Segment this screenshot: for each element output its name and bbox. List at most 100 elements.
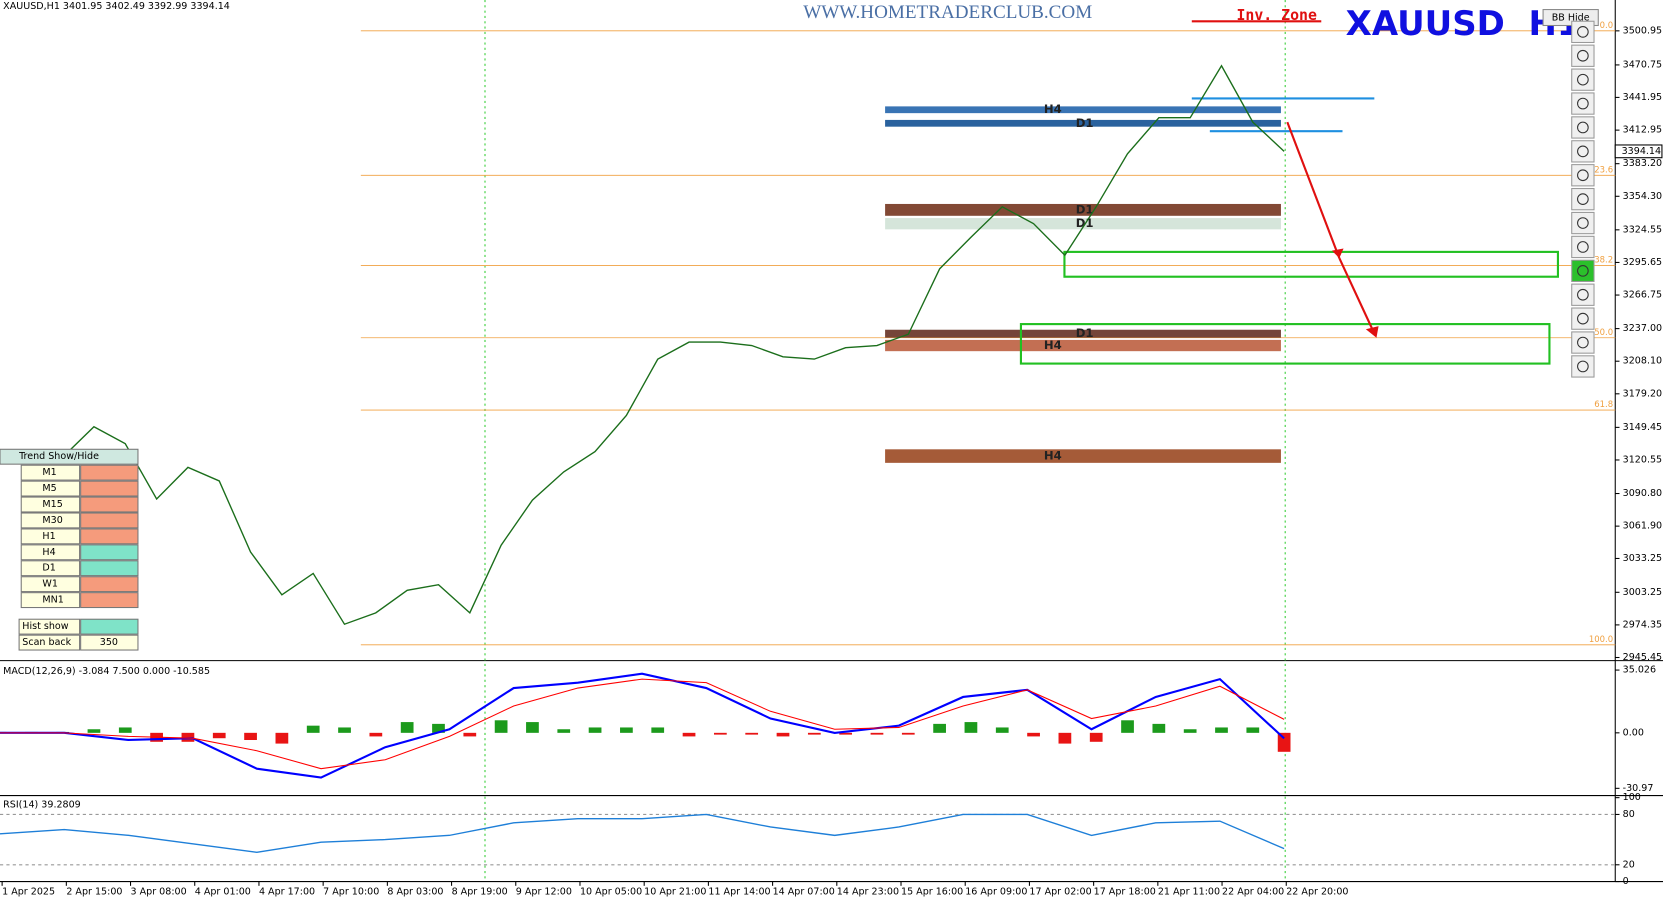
x-tick-label: 4 Apr 01:00 [195,887,251,898]
tool-button[interactable] [1571,259,1595,282]
tool-icon[interactable] [1577,265,1589,277]
row-label: D1 [42,563,55,574]
tool-button[interactable] [1571,235,1595,259]
tool-icon[interactable] [1577,169,1589,182]
y-tick-label: 3090.80 [1623,488,1662,499]
tool-icon[interactable] [1577,241,1589,253]
bb-hide-label[interactable]: BB Hide [1552,13,1590,24]
x-tick-label: 22 Apr 04:00 [1222,887,1284,898]
hist-toggle[interactable] [80,618,139,635]
x-tick-label: 9 Apr 12:00 [516,887,572,898]
histogram-bar [244,732,257,741]
fib-label: 0.0 [1600,21,1613,31]
histogram-bar [995,727,1009,733]
fib-label: 38.2 [1594,256,1613,266]
zone-label: H4 [1044,338,1062,352]
y-tick-label: -30.97 [1623,783,1654,794]
row-label: M15 [42,499,62,510]
row-label-cell [20,464,81,481]
row-status[interactable] [80,544,139,561]
row-label-cell [20,544,81,561]
tool-button[interactable] [1571,211,1595,235]
y-tick-label: 2974.35 [1623,619,1662,630]
watermark: WWW.HOMETRADERCLUB.COM [803,2,1092,23]
last-price-tag [1614,144,1663,159]
row-status[interactable] [80,560,139,577]
scan-value: 350 [100,637,118,648]
histogram-bar [87,729,101,733]
tool-icon[interactable] [1577,26,1589,38]
zone-label: D1 [1076,216,1094,230]
histogram-bar [306,725,320,733]
y-tick-label: 3500.95 [1623,25,1662,36]
row-label: M1 [42,467,56,478]
x-tick-label: 10 Apr 05:00 [580,887,642,898]
tool-button[interactable] [1571,92,1595,115]
series-line [0,813,1285,853]
tool-button[interactable] [1571,164,1595,187]
row-label-cell [20,560,81,577]
tool-button[interactable] [1571,20,1595,44]
tool-button[interactable] [1571,44,1595,67]
tool-icon[interactable] [1577,49,1589,62]
tool-icon[interactable] [1577,312,1589,325]
symbol-info: XAUUSD,H1 3401.95 3402.49 3392.99 3394.1… [3,1,230,12]
scan-label: Scan back [22,637,71,648]
target-box [1019,323,1551,365]
inv-zone-label: Inv. Zone [1236,6,1317,24]
tool-icon[interactable] [1577,97,1589,110]
row-label: H1 [42,531,55,542]
tool-button[interactable] [1571,187,1595,211]
row-label: W1 [42,579,58,590]
tool-icon[interactable] [1577,145,1589,158]
series-line [0,678,1285,770]
row-status[interactable] [80,496,139,513]
tool-icon[interactable] [1577,121,1589,134]
histogram-bar [745,732,759,735]
tool-icon[interactable] [1577,360,1589,373]
row-status[interactable] [80,464,139,481]
histogram-bar [1089,732,1103,742]
arrow [1338,257,1376,334]
row-status[interactable] [80,512,139,529]
y-tick-label: 3179.20 [1623,388,1662,399]
y-tick-label: 2945.45 [1623,652,1662,663]
tool-button[interactable] [1571,140,1595,163]
x-tick-label: 14 Apr 07:00 [773,887,835,898]
tool-icon[interactable] [1577,193,1589,205]
tool-button[interactable] [1571,68,1595,91]
tool-icon[interactable] [1577,288,1589,301]
tool-icon[interactable] [1577,336,1589,349]
histogram-bar [776,732,790,737]
y-tick-label: 20 [1623,859,1635,870]
x-tick-label: 1 Apr 2025 [2,887,55,898]
row-status[interactable] [80,480,139,497]
histogram-bar [807,732,821,735]
row-status[interactable] [80,592,139,609]
x-tick-label: 3 Apr 08:00 [131,887,187,898]
tool-icon[interactable] [1577,217,1589,229]
histogram-bar [1183,729,1197,733]
y-tick-label: 80 [1623,809,1635,820]
fib-label: 50.0 [1594,328,1613,338]
y-tick-label: 3003.25 [1623,587,1662,598]
tool-button[interactable] [1571,307,1595,330]
y-tick-label: 3354.30 [1623,191,1662,202]
histogram-bar [682,732,696,737]
series-line [0,672,1285,779]
row-label: M5 [42,483,56,494]
y-tick-label: 3383.20 [1623,158,1662,169]
last-price-label: 3394.14 [1622,146,1661,157]
histogram-bar [839,732,853,735]
y-tick-label: 0 [1623,876,1629,887]
row-status[interactable] [80,576,139,593]
tool-button[interactable] [1571,283,1595,306]
scan-value-cell[interactable] [80,634,139,651]
tool-button[interactable] [1571,331,1595,354]
tool-icon[interactable] [1577,73,1589,86]
tool-button[interactable] [1571,116,1595,139]
histogram-bar [1215,727,1228,733]
toolbar [1571,20,1595,378]
row-status[interactable] [80,528,139,545]
tool-button[interactable] [1571,355,1595,378]
